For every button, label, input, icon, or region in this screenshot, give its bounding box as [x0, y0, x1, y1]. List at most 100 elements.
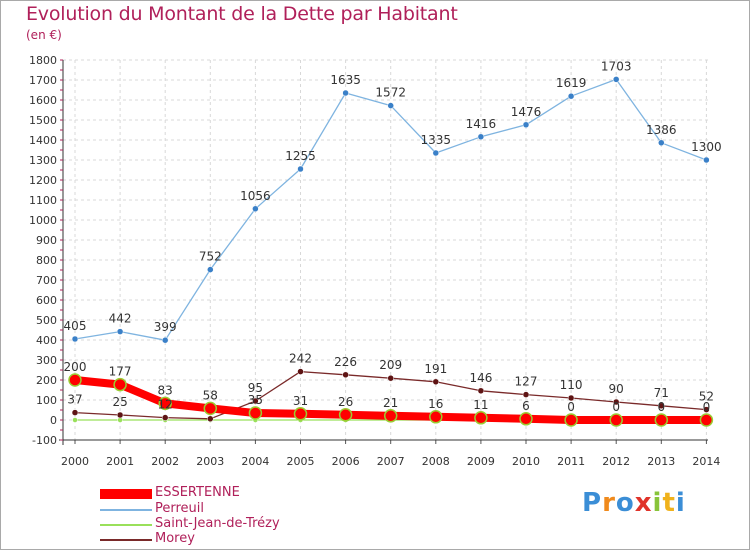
data-point-essertenne: [338, 408, 353, 422]
data-point-morey: [252, 397, 259, 405]
data-label-morey: 37: [67, 393, 82, 407]
data-label-perreuil: 1476: [511, 105, 542, 119]
data-label-essertenne: 0: [703, 400, 711, 414]
data-point-morey: [477, 387, 485, 395]
y-tick-label: 1000: [29, 214, 57, 227]
chart-subtitle: (en €): [26, 28, 62, 42]
data-point-essertenne: [248, 406, 263, 420]
data-label-essertenne: 6: [522, 399, 530, 413]
data-label-perreuil: 399: [154, 320, 177, 334]
data-label-essertenne: 58: [203, 388, 218, 402]
data-label-morey: 127: [515, 375, 538, 389]
data-point-essertenne: [158, 396, 172, 411]
data-point-essertenne: [519, 412, 533, 426]
legend-label-morey: Morey: [155, 531, 195, 546]
legend-label-perreuil: Perreuil: [155, 501, 205, 516]
data-label-perreuil: 1335: [421, 133, 452, 147]
y-tick-label: 1500: [29, 114, 57, 127]
data-label-essertenne: 200: [64, 360, 87, 374]
x-tick-label: 2006: [332, 455, 360, 468]
data-point-perreuil: [432, 149, 440, 157]
data-label-essertenne: 0: [657, 400, 665, 414]
data-point-perreuil: [522, 121, 530, 129]
data-point-essertenne: [293, 407, 308, 421]
data-label-essertenne: 31: [293, 394, 308, 408]
data-label-essertenne: 0: [612, 400, 620, 414]
legend-swatch-perreuil: [100, 509, 152, 511]
x-tick-label: 2008: [422, 455, 450, 468]
data-point-essertenne: [429, 410, 443, 424]
y-tick-label: 900: [36, 234, 57, 247]
data-label-perreuil: 1635: [330, 73, 361, 87]
data-point-essertenne: [383, 409, 398, 423]
data-label-morey: 90: [609, 382, 624, 396]
data-label-essertenne: 83: [158, 383, 173, 397]
y-tick-label: 400: [36, 334, 57, 347]
logo-letter: r: [602, 488, 616, 518]
x-tick-label: 2012: [602, 455, 630, 468]
x-tick-label: 2005: [287, 455, 315, 468]
data-point-morey: [116, 411, 124, 419]
y-tick-label: 1100: [29, 194, 57, 207]
data-label-morey: 242: [289, 352, 312, 366]
data-point-saint-jean-de-trezy: [72, 417, 78, 423]
data-label-perreuil: 1300: [691, 140, 722, 154]
data-label-essertenne: 16: [428, 397, 443, 411]
logo-letter: i: [652, 488, 663, 518]
legend-swatch-morey: [100, 539, 152, 541]
data-label-essertenne: 177: [109, 365, 132, 379]
data-point-morey: [658, 402, 665, 410]
data-point-essertenne: [203, 401, 218, 416]
data-point-essertenne: [474, 411, 488, 425]
legend-swatch-saint-jean-de-trezy: [100, 524, 152, 526]
y-tick-label: 1700: [29, 74, 57, 87]
data-label-perreuil: 442: [109, 312, 132, 326]
data-point-perreuil: [567, 92, 575, 100]
x-tick-label: 2002: [151, 455, 179, 468]
y-tick-label: 1200: [29, 174, 57, 187]
data-point-perreuil: [658, 139, 665, 147]
data-label-morey: 52: [699, 390, 714, 404]
x-tick-label: 2000: [61, 455, 89, 468]
y-tick-label: 1400: [29, 134, 57, 147]
data-label-perreuil: 1056: [240, 189, 271, 203]
data-point-essertenne: [113, 377, 127, 392]
x-tick-label: 2003: [196, 455, 224, 468]
y-tick-label: -100: [32, 434, 57, 447]
data-point-essertenne: [699, 413, 714, 427]
y-tick-label: 800: [36, 254, 57, 267]
data-label-perreuil: 405: [64, 319, 87, 333]
data-label-essertenne: 35: [248, 393, 263, 407]
data-point-perreuil: [252, 205, 259, 213]
data-label-morey: 12: [158, 398, 173, 412]
data-label-essertenne: 21: [383, 396, 398, 410]
data-point-morey: [432, 378, 440, 386]
data-point-essertenne: [654, 413, 669, 427]
data-point-morey: [207, 415, 214, 423]
data-label-morey: 191: [424, 362, 447, 376]
data-label-morey: 209: [379, 358, 402, 372]
data-label-morey: 95: [248, 381, 263, 395]
data-label-essertenne: 0: [567, 400, 575, 414]
x-tick-label: 2001: [106, 455, 134, 468]
x-tick-label: 2011: [557, 455, 585, 468]
y-tick-label: 300: [36, 354, 57, 367]
data-label-perreuil: 1255: [285, 149, 316, 163]
x-tick-label: 2010: [512, 455, 540, 468]
x-tick-label: 2013: [647, 455, 675, 468]
data-point-perreuil: [612, 76, 620, 83]
data-label-perreuil: 1572: [375, 86, 406, 100]
data-label-perreuil: 1703: [601, 59, 632, 73]
data-label-perreuil: 1619: [556, 76, 587, 90]
x-tick-label: 2014: [692, 455, 720, 468]
data-point-perreuil: [342, 89, 349, 97]
data-point-perreuil: [71, 335, 79, 343]
data-label-perreuil: 1386: [646, 123, 677, 137]
chart-title: Evolution du Montant de la Dette par Hab…: [26, 3, 458, 25]
data-label-essertenne: 26: [338, 395, 353, 409]
y-tick-label: 600: [36, 294, 57, 307]
data-label-morey: 71: [654, 386, 669, 400]
data-point-morey: [703, 406, 710, 413]
data-point-morey: [567, 394, 575, 402]
